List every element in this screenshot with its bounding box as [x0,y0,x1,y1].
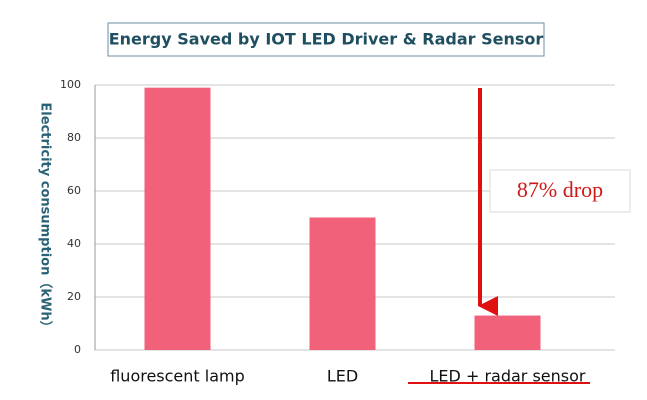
bar [474,315,541,350]
y-tick-label: 20 [67,290,81,303]
chart-title: Energy Saved by IOT LED Driver & Radar S… [109,30,544,49]
y-tick-label: 0 [74,343,81,356]
bar [309,217,376,350]
y-tick-label: 60 [67,184,81,197]
y-tick-label: 100 [60,78,81,91]
annotation-box [489,169,631,213]
x-tick-label: LED + radar sensor [430,367,586,386]
y-tick-label: 40 [67,237,81,250]
y-axis-label: Electricity consumption（kWh） [38,102,54,333]
title-box [107,22,545,57]
x-tick-label: fluorescent lamp [110,367,245,386]
annotation: 87% drop [517,177,603,202]
y-tick-label: 80 [67,131,81,144]
bar [144,87,211,351]
x-tick-label: LED [327,367,358,386]
